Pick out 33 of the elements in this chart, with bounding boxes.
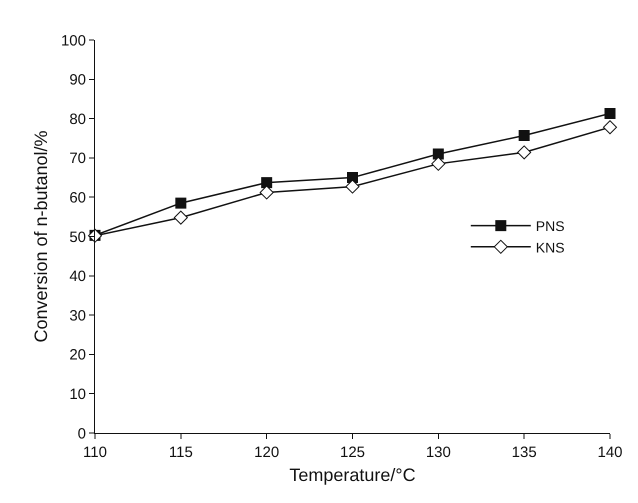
y-tick-label: 90 bbox=[69, 72, 86, 89]
y-tick-label: 80 bbox=[69, 110, 86, 128]
y-axis-title: Conversion of n-butanol/% bbox=[31, 130, 52, 343]
x-tick-label: 125 bbox=[340, 444, 366, 461]
point bbox=[261, 177, 272, 188]
legend-label: PNS bbox=[536, 218, 565, 234]
x-tick-label: 130 bbox=[426, 444, 451, 461]
point bbox=[432, 148, 444, 160]
x-tick-label: 140 bbox=[597, 444, 623, 461]
y-tick-label: 100 bbox=[60, 32, 86, 50]
point bbox=[431, 156, 446, 171]
point bbox=[260, 185, 274, 200]
point bbox=[517, 145, 532, 160]
x-tick-label: 120 bbox=[254, 444, 280, 461]
legend-label: KNS bbox=[536, 239, 565, 256]
point bbox=[175, 198, 186, 209]
x-tick-label: 115 bbox=[168, 444, 193, 461]
y-tick-label: 30 bbox=[69, 307, 86, 324]
point bbox=[604, 108, 616, 119]
point bbox=[174, 210, 188, 225]
y-tick-label: 40 bbox=[69, 268, 86, 286]
x-tick-label: 135 bbox=[512, 444, 537, 461]
x-axis-title: Temperature/°C bbox=[289, 465, 416, 486]
point bbox=[603, 120, 617, 134]
point bbox=[346, 180, 360, 194]
point bbox=[518, 130, 530, 141]
x-tick-label: 110 bbox=[83, 444, 107, 461]
y-tick-label: 20 bbox=[69, 346, 86, 364]
y-tick-label: 0 bbox=[78, 425, 86, 442]
y-tick-label: 70 bbox=[69, 150, 86, 168]
y-tick-label: 50 bbox=[69, 228, 86, 246]
y-tick-label: 10 bbox=[69, 386, 86, 403]
y-tick-label: 60 bbox=[69, 189, 86, 206]
